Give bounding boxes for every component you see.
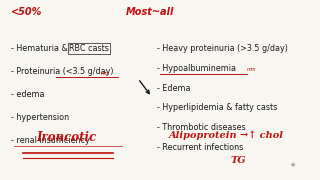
Text: Ironcotic: Ironcotic: [36, 131, 97, 144]
Text: ★: ★: [290, 162, 296, 168]
Text: - Recurrent infections: - Recurrent infections: [156, 143, 243, 152]
Text: - Hyperlipidemia & fatty casts: - Hyperlipidemia & fatty casts: [156, 103, 277, 112]
Text: Most~all: Most~all: [125, 7, 174, 17]
Text: - Hematuria &: - Hematuria &: [11, 44, 70, 53]
Text: mm: mm: [101, 71, 110, 75]
Text: TG: TG: [231, 156, 247, 165]
Text: - renal insufficiency: - renal insufficiency: [11, 136, 90, 145]
Text: - Proteinuria (<3.5 g/day): - Proteinuria (<3.5 g/day): [11, 67, 113, 76]
Text: Alipoprotein →↑ chol: Alipoprotein →↑ chol: [169, 131, 284, 140]
Text: - hypertension: - hypertension: [11, 113, 69, 122]
Text: - Hypoalbuminemia: - Hypoalbuminemia: [156, 64, 236, 73]
Text: mm: mm: [247, 67, 256, 72]
Text: - edema: - edema: [11, 90, 44, 99]
Text: - Thrombotic diseases: - Thrombotic diseases: [156, 123, 245, 132]
Text: <50%: <50%: [11, 7, 42, 17]
Text: RBC casts: RBC casts: [69, 44, 109, 53]
Text: - Edema: - Edema: [156, 84, 190, 93]
Text: - Heavy proteinuria (>3.5 g/day): - Heavy proteinuria (>3.5 g/day): [156, 44, 287, 53]
